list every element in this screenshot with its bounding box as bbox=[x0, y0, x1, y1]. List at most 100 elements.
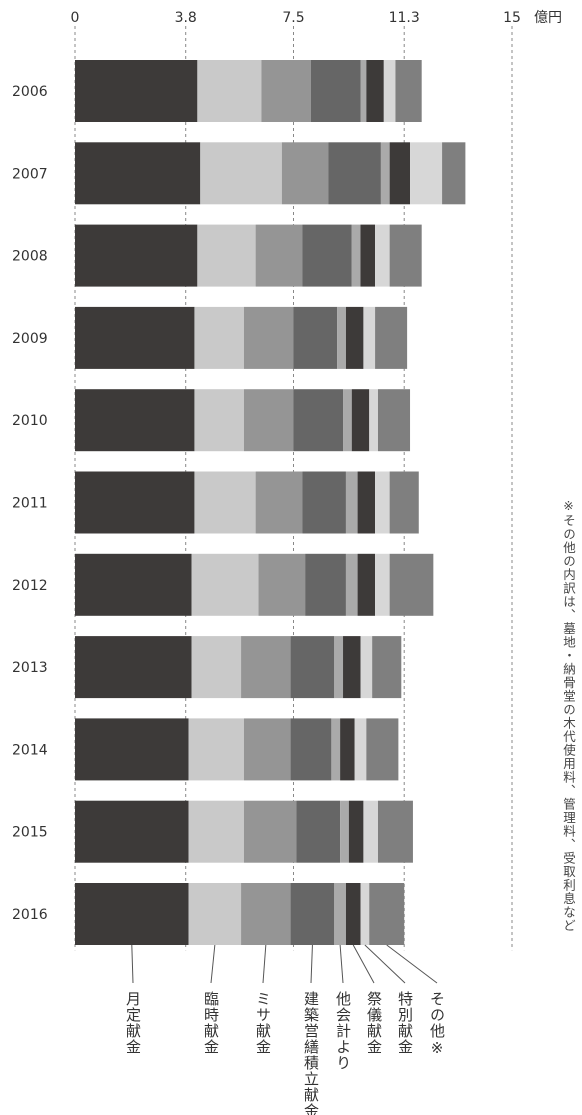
bar-segment bbox=[75, 389, 195, 452]
legend-label: その他※ bbox=[428, 991, 446, 1058]
legend-leader-line bbox=[352, 944, 375, 984]
x-tick-label: 0 bbox=[71, 10, 80, 26]
bar-segment bbox=[345, 883, 361, 945]
bar-segment bbox=[380, 142, 390, 205]
bar-segment bbox=[302, 471, 346, 534]
bar-segment bbox=[345, 306, 364, 369]
y-category-label: 2014 bbox=[12, 742, 48, 758]
bar-segment bbox=[75, 718, 189, 781]
bar-segment bbox=[258, 553, 306, 616]
bar-segment bbox=[357, 471, 376, 534]
bar-segment bbox=[200, 142, 282, 205]
bar-segment bbox=[442, 142, 466, 205]
bar-segment bbox=[377, 800, 413, 863]
bar-segment bbox=[389, 142, 411, 205]
bar-segment bbox=[75, 883, 189, 945]
legend-label: 建築営繕積立献金 bbox=[302, 991, 320, 1115]
bar-segment bbox=[360, 60, 367, 122]
legend-label: 月定献金 bbox=[124, 991, 142, 1055]
legend-leader-line bbox=[210, 944, 216, 984]
bar-segment bbox=[377, 389, 411, 452]
y-category-label: 2013 bbox=[12, 660, 48, 676]
bar-segment bbox=[337, 306, 346, 369]
bar-segment bbox=[357, 553, 376, 616]
bar-segment bbox=[281, 142, 329, 205]
bar-segment bbox=[75, 471, 195, 534]
y-category-label: 2012 bbox=[12, 578, 48, 594]
y-category-label: 2010 bbox=[12, 413, 48, 429]
bar-segment bbox=[293, 389, 344, 452]
bar-segment bbox=[372, 636, 402, 699]
legend-leader-line bbox=[131, 944, 134, 984]
y-category-label: 2008 bbox=[12, 249, 48, 265]
bar-segment bbox=[375, 553, 390, 616]
bar-segment bbox=[296, 800, 341, 863]
bar-segment bbox=[369, 883, 405, 945]
bar-segment bbox=[389, 553, 434, 616]
legend-label: 臨時献金 bbox=[202, 991, 220, 1055]
footnote: ※その他の内訳は、墓地・納骨堂の木代使用料、管理料、受取利息など bbox=[561, 498, 576, 933]
bar-segment bbox=[310, 60, 361, 122]
bar-segment bbox=[241, 883, 291, 945]
bar-segment bbox=[261, 60, 311, 122]
bar-segment bbox=[75, 800, 189, 863]
x-tick-label: 11.3 bbox=[389, 10, 420, 26]
y-category-label: 2007 bbox=[12, 166, 48, 182]
bar-segment bbox=[188, 718, 244, 781]
bar-segment bbox=[395, 60, 422, 122]
bar-segment bbox=[334, 883, 346, 945]
bar-segment bbox=[290, 636, 335, 699]
bar-segment bbox=[389, 224, 422, 287]
legend-leader-line bbox=[262, 944, 267, 984]
bar-segment bbox=[369, 389, 378, 452]
bar-segment bbox=[360, 883, 370, 945]
bar-segment bbox=[243, 389, 294, 452]
legend-leader-line bbox=[364, 944, 406, 984]
bar-segment bbox=[191, 553, 259, 616]
bar-segment bbox=[383, 60, 396, 122]
bar-segment bbox=[302, 224, 352, 287]
bar-segment bbox=[75, 60, 198, 122]
bar-segment bbox=[194, 306, 244, 369]
bar-segment bbox=[188, 883, 242, 945]
bar-segment bbox=[255, 224, 303, 287]
bar-segment bbox=[348, 800, 364, 863]
bar-segment bbox=[75, 553, 192, 616]
bar-segment bbox=[194, 389, 244, 452]
x-tick-label: 15 bbox=[503, 10, 521, 26]
bar-segment bbox=[363, 800, 378, 863]
bar-segment bbox=[351, 389, 370, 452]
unit-label: 億円 bbox=[534, 10, 562, 26]
x-tick-label: 7.5 bbox=[282, 10, 304, 26]
x-tick-label: 3.8 bbox=[175, 10, 197, 26]
bar-segment bbox=[389, 471, 419, 534]
legend-leader-line bbox=[339, 944, 344, 984]
bar-segment bbox=[340, 718, 355, 781]
bar-segment bbox=[340, 800, 349, 863]
bar-segment bbox=[243, 718, 291, 781]
bar-segment bbox=[366, 60, 384, 122]
legend-label: ミサ献金 bbox=[254, 991, 272, 1055]
bar-segment bbox=[328, 142, 381, 205]
bar-segment bbox=[375, 224, 390, 287]
y-category-label: 2015 bbox=[12, 825, 48, 841]
bar-segment bbox=[363, 306, 376, 369]
bar-segment bbox=[197, 60, 262, 122]
bar-segment bbox=[345, 471, 358, 534]
bar-segment bbox=[360, 224, 376, 287]
bar-segment bbox=[410, 142, 443, 205]
legend-label: 特別献金 bbox=[396, 991, 414, 1055]
bar-segment bbox=[375, 471, 390, 534]
bar-segment bbox=[343, 389, 352, 452]
bar-segment bbox=[243, 800, 297, 863]
bar-segment bbox=[375, 306, 408, 369]
bar-segment bbox=[360, 636, 373, 699]
legend-label: 他会計より bbox=[334, 991, 352, 1071]
bar-segment bbox=[345, 553, 358, 616]
bar-segment bbox=[241, 636, 291, 699]
bar-segment bbox=[243, 306, 294, 369]
legend-leader-line bbox=[310, 944, 313, 984]
bar-segment bbox=[351, 224, 361, 287]
bar-segment bbox=[191, 636, 242, 699]
